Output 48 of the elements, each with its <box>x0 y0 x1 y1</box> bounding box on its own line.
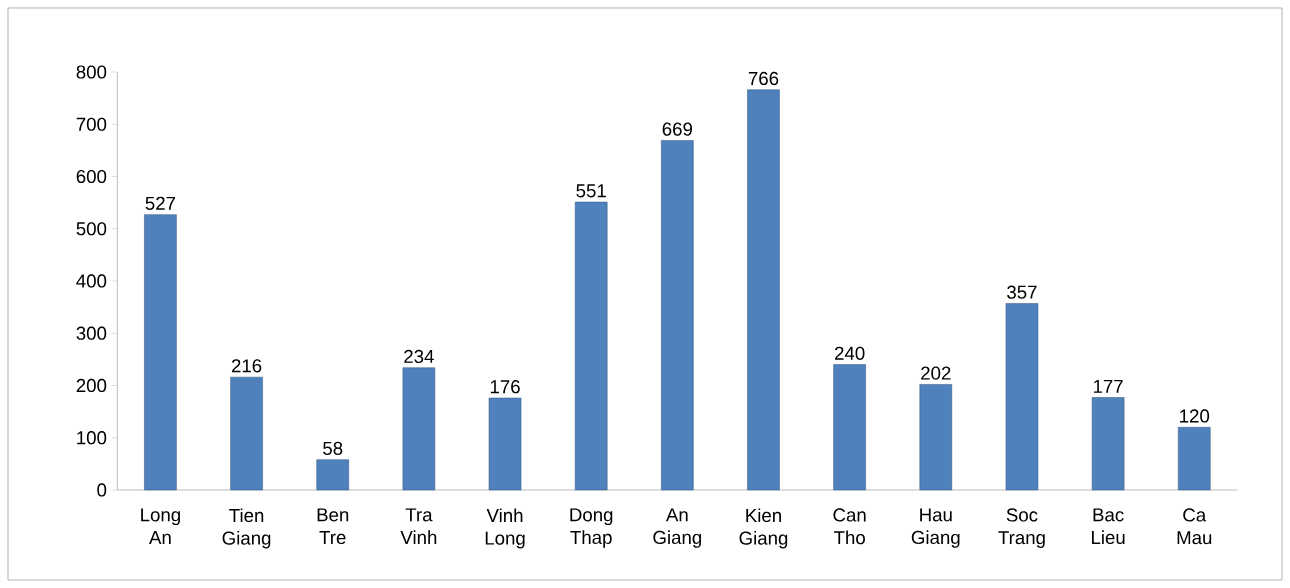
data-label: 202 <box>921 366 951 380</box>
data-label: 120 <box>1180 409 1210 423</box>
bar <box>1177 427 1211 491</box>
bar <box>488 397 522 491</box>
bar <box>919 384 953 491</box>
bar <box>1091 397 1125 491</box>
x-tick-label: Vinh Long <box>485 508 525 549</box>
bar <box>144 214 177 491</box>
y-tick-label: 400 <box>76 274 107 288</box>
x-tick-label: Soc Trang <box>998 508 1045 548</box>
data-label: 177 <box>1093 379 1123 393</box>
data-label: 527 <box>145 196 176 210</box>
y-tick-label: 600 <box>76 169 107 184</box>
x-tick-label: Kien Giang <box>739 508 788 549</box>
bar <box>833 364 866 491</box>
y-tick-label: 200 <box>76 378 107 393</box>
x-tick-label: An Giang <box>653 508 702 548</box>
data-label: 669 <box>662 122 693 136</box>
x-tick-label: Ca Mau <box>1177 508 1212 545</box>
y-tick-label: 300 <box>76 326 107 340</box>
bar <box>574 201 608 491</box>
x-tick-label: Dong Thap <box>570 508 613 548</box>
bar <box>316 459 349 491</box>
y-tick-label: 800 <box>76 65 107 79</box>
x-tick-label: Tra Vinh <box>400 508 437 544</box>
x-tick-label: Hau Giang <box>911 508 960 548</box>
data-label: 58 <box>323 441 343 455</box>
data-label: 551 <box>576 184 606 198</box>
y-tick-label: 100 <box>77 431 107 445</box>
bar <box>402 367 436 491</box>
x-tick-label: Bac Lieu <box>1091 508 1125 545</box>
data-label: 216 <box>231 359 262 373</box>
bar <box>661 140 694 491</box>
data-label: 176 <box>490 380 520 394</box>
data-label: 766 <box>748 71 779 86</box>
y-tick-label: 0 <box>97 483 107 497</box>
data-label: 240 <box>835 346 865 360</box>
bar <box>1005 303 1039 491</box>
bar <box>230 376 263 491</box>
x-tick-label: Long An <box>141 508 180 544</box>
x-tick-label: Can Tho <box>833 508 866 545</box>
x-tick-label: Ben Tre <box>317 508 349 545</box>
bar <box>747 89 780 491</box>
data-label: 357 <box>1007 285 1037 299</box>
x-tick-label: Tien Giang <box>222 508 271 549</box>
y-tick-label: 500 <box>76 222 107 236</box>
y-tick-label: 700 <box>76 117 107 131</box>
data-label: 234 <box>404 349 434 364</box>
